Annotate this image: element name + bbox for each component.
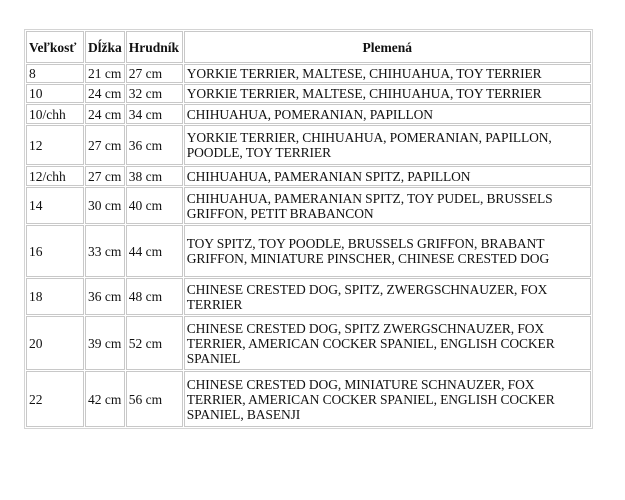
chest-cell: 38 cm <box>125 166 183 186</box>
size-cell: 10 <box>26 84 84 103</box>
chest-cell: 34 cm <box>125 104 183 124</box>
breeds-cell: CHIHUAHUA, POMERANIAN, PAPILLON <box>183 104 591 124</box>
chest-cell: 27 cm <box>125 64 183 83</box>
length-cell: 24 cm <box>85 104 125 124</box>
table-row: 22 42 cm 56 cm CHINESE CRESTED DOG, MINIATU… <box>26 371 591 427</box>
chest-cell: 48 cm <box>125 278 183 315</box>
chest-cell: 40 cm <box>125 187 183 224</box>
size-cell: 10/chh <box>26 104 84 124</box>
length-cell: 36 cm <box>85 278 125 315</box>
table-row: 12/chh 27 cm 38 cm CHIHUAHUA, PAMERANIAN SP… <box>26 166 591 186</box>
size-cell: 8 <box>26 64 84 83</box>
chest-cell: 36 cm <box>125 125 183 165</box>
table-row: 12 27 cm 36 cm YORKIE TERRIER, CHIHUAHUA, P… <box>26 125 591 165</box>
chest-cell: 52 cm <box>125 316 183 370</box>
breeds-cell: CHIHUAHUA, PAMERANIAN SPITZ, PAPILLON <box>183 166 591 186</box>
header-chest: Hrudník <box>125 31 183 63</box>
length-cell: 39 cm <box>85 316 125 370</box>
breeds-cell: CHINESE CRESTED DOG, MINIATURE SCHNAUZER… <box>183 371 591 427</box>
table-row: 20 39 cm 52 cm CHINESE CRESTED DOG, SPITZ Z… <box>26 316 591 370</box>
length-cell: 24 cm <box>85 84 125 103</box>
table-row: 10 24 cm 32 cm YORKIE TERRIER, MALTESE, CHI… <box>26 84 591 103</box>
breeds-cell: CHINESE CRESTED DOG, SPITZ ZWERGSCHNAUZE… <box>183 316 591 370</box>
chest-cell: 44 cm <box>125 225 183 277</box>
size-cell: 22 <box>26 371 84 427</box>
size-cell: 20 <box>26 316 84 370</box>
length-cell: 30 cm <box>85 187 125 224</box>
breeds-cell: CHINESE CRESTED DOG, SPITZ, ZWERGSCHNAUZ… <box>183 278 591 315</box>
header-row: Veľkosť Dĺžka Hrudník Plemená <box>26 31 591 63</box>
size-cell: 12/chh <box>26 166 84 186</box>
size-table: Veľkosť Dĺžka Hrudník Plemená 8 21 cm 27 c… <box>24 29 593 429</box>
table-row: 18 36 cm 48 cm CHINESE CRESTED DOG, SPITZ, … <box>26 278 591 315</box>
table-row: 14 30 cm 40 cm CHIHUAHUA, PAMERANIAN SPITZ,… <box>26 187 591 224</box>
size-cell: 16 <box>26 225 84 277</box>
table-row: 16 33 cm 44 cm TOY SPITZ, TOY POODLE, BRUSS… <box>26 225 591 277</box>
table-row: 10/chh 24 cm 34 cm CHIHUAHUA, POMERANIAN, P… <box>26 104 591 124</box>
size-cell: 12 <box>26 125 84 165</box>
breeds-cell: CHIHUAHUA, PAMERANIAN SPITZ, TOY PUDEL, … <box>183 187 591 224</box>
length-cell: 27 cm <box>85 166 125 186</box>
breeds-cell: YORKIE TERRIER, MALTESE, CHIHUAHUA, TOY … <box>183 64 591 83</box>
header-length: Dĺžka <box>85 31 125 63</box>
chest-cell: 56 cm <box>125 371 183 427</box>
table-row: 8 21 cm 27 cm YORKIE TERRIER, MALTESE, CHIH… <box>26 64 591 83</box>
breeds-cell: YORKIE TERRIER, MALTESE, CHIHUAHUA, TOY … <box>183 84 591 103</box>
size-cell: 14 <box>26 187 84 224</box>
length-cell: 42 cm <box>85 371 125 427</box>
header-breeds: Plemená <box>183 31 591 63</box>
length-cell: 33 cm <box>85 225 125 277</box>
size-cell: 18 <box>26 278 84 315</box>
length-cell: 27 cm <box>85 125 125 165</box>
chest-cell: 32 cm <box>125 84 183 103</box>
breeds-cell: YORKIE TERRIER, CHIHUAHUA, POMERANIAN, P… <box>183 125 591 165</box>
breeds-cell: TOY SPITZ, TOY POODLE, BRUSSELS GRIFFON,… <box>183 225 591 277</box>
length-cell: 21 cm <box>85 64 125 83</box>
header-size: Veľkosť <box>26 31 84 63</box>
